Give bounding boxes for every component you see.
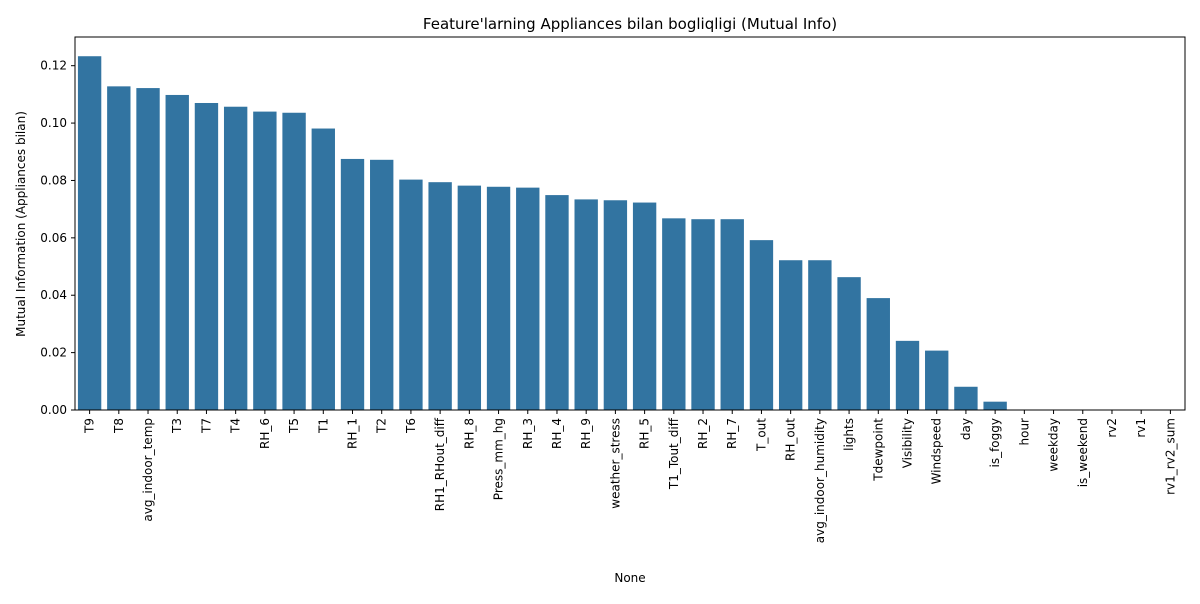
bar-avg_indoor_humidity — [808, 260, 832, 410]
bar-RH_7 — [720, 219, 744, 410]
chart-title: Feature'larning Appliances bilan bogliql… — [423, 15, 837, 33]
x-tick-label: RH_3 — [521, 418, 535, 449]
x-tick-label: rv1_rv2_sum — [1163, 418, 1177, 495]
x-tick-label: RH_2 — [696, 418, 710, 449]
y-tick-label: 0.06 — [40, 231, 67, 245]
bar-RH_1 — [340, 158, 365, 410]
x-tick-label: RH_7 — [725, 418, 739, 449]
bar-is_foggy — [983, 401, 1007, 410]
bar-T9 — [77, 56, 102, 410]
bar-T2 — [370, 159, 394, 410]
x-tick-label: T3 — [170, 418, 184, 434]
x-tick-label: RH_9 — [579, 418, 593, 449]
x-tick-label: RH_1 — [346, 418, 360, 449]
y-tick-label: 0.10 — [40, 116, 67, 130]
bar-RH_6 — [253, 111, 277, 410]
plot-frame — [74, 36, 1186, 411]
x-tick-label: RH_out — [784, 418, 798, 461]
bar-T3 — [165, 94, 189, 410]
y-tick-label: 0.12 — [40, 59, 67, 73]
x-tick-label: T9 — [83, 418, 97, 434]
bar-avg_indoor_temp — [136, 88, 160, 410]
x-tick-label: RH_8 — [462, 418, 476, 449]
bar-T8 — [107, 86, 131, 410]
y-axis-ticks: 0.00 0.02 0.04 0.06 0.08 0.10 0.12 — [40, 59, 75, 417]
x-axis-ticks: T9 T8 avg_indoor_temp T3 T7 T4 RH_6 T5 T1 RH_1 T2 T… — [83, 410, 1177, 543]
bar-lights — [837, 277, 861, 410]
bar-RH_out — [778, 260, 803, 410]
bar-RH_2 — [691, 219, 715, 410]
x-tick-label: T8 — [112, 418, 126, 434]
x-tick-label: weather_stress — [608, 418, 622, 509]
bar-T7 — [194, 102, 219, 410]
y-tick-label: 0.04 — [40, 288, 67, 302]
x-tick-label: day — [959, 418, 973, 440]
bar-Windspeed — [925, 350, 949, 410]
x-tick-label: T6 — [404, 418, 418, 434]
y-tick-label: 0.00 — [40, 403, 67, 417]
x-tick-label: avg_indoor_temp — [141, 418, 155, 522]
bar-day — [954, 386, 978, 410]
x-tick-label: weekday — [1047, 418, 1061, 472]
x-tick-label: RH1_RHout_diff — [433, 417, 447, 511]
x-tick-label: avg_indoor_humidity — [813, 418, 827, 543]
x-tick-label: RH_5 — [638, 418, 652, 449]
bar-RH_8 — [457, 185, 482, 410]
x-axis-title: None — [614, 571, 645, 585]
x-tick-label: Windspeed — [930, 418, 944, 484]
x-tick-label: rv1 — [1134, 418, 1148, 438]
bar-weather_stress — [603, 200, 628, 410]
x-tick-label: T7 — [199, 418, 213, 434]
y-axis-title: Mutual Information (Appliances bilan) — [14, 111, 28, 337]
bar-RH_3 — [516, 187, 540, 410]
x-tick-label: T_out — [754, 418, 768, 452]
bar-RH_9 — [574, 199, 598, 410]
bar-RH_4 — [545, 195, 569, 410]
bars-layer — [77, 56, 1007, 411]
bar-T1_Tout_diff — [662, 218, 686, 410]
x-tick-label: is_weekend — [1076, 418, 1090, 487]
bar-T4 — [223, 106, 248, 411]
x-tick-label: RH_4 — [550, 418, 564, 449]
y-tick-label: 0.02 — [40, 346, 67, 360]
bar-T6 — [399, 179, 423, 410]
bar-T_out — [749, 240, 774, 410]
x-tick-label: RH_6 — [258, 418, 272, 449]
bar-T1 — [311, 128, 335, 411]
y-tick-label: 0.08 — [40, 173, 67, 187]
x-tick-label: Visibility — [901, 418, 915, 468]
x-tick-label: lights — [842, 418, 856, 451]
x-tick-label: T2 — [375, 418, 389, 434]
bar-Tdewpoint — [866, 298, 890, 410]
bar-Visibility — [895, 340, 920, 410]
x-tick-label: T1_Tout_diff — [667, 417, 681, 490]
x-tick-label: T4 — [229, 418, 243, 434]
bar-RH1_RHout_diff — [428, 182, 452, 410]
x-tick-label: rv2 — [1105, 418, 1119, 438]
x-tick-label: Tdewpoint — [871, 418, 885, 482]
x-tick-label: Press_mm_hg — [492, 418, 506, 500]
bar-Press_mm_hg — [486, 186, 511, 410]
bar-T5 — [282, 112, 306, 411]
x-tick-label: hour — [1017, 418, 1031, 446]
x-tick-label: T1 — [316, 418, 330, 434]
x-tick-label: T5 — [287, 418, 301, 434]
x-tick-label: is_foggy — [988, 418, 1002, 468]
bar-RH_5 — [632, 202, 657, 410]
